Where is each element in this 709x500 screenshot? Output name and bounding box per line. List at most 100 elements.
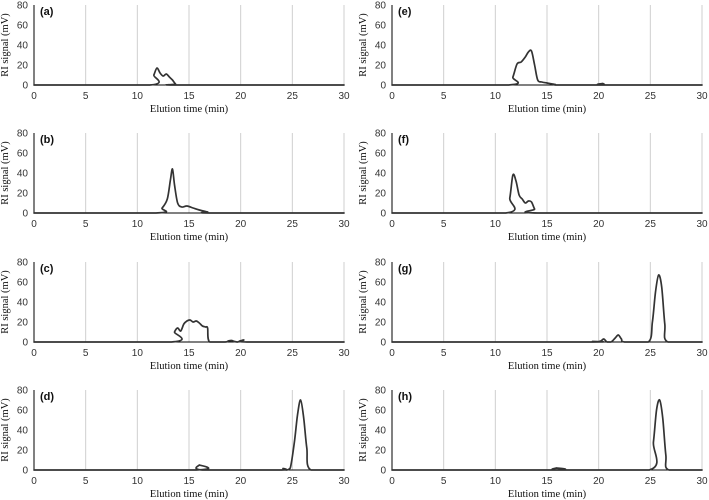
y-axis-title: RI signal (mV)	[0, 141, 11, 205]
x-tick-label: 30	[338, 91, 350, 102]
data-trace	[391, 173, 703, 214]
y-tick-label: 60	[17, 149, 29, 160]
x-tick-label: 30	[338, 348, 350, 359]
data-trace	[391, 274, 703, 343]
panel-label: (d)	[40, 391, 54, 403]
x-tick-label: 5	[83, 476, 89, 487]
y-tick-label: 0	[380, 466, 386, 477]
x-tick-label: 25	[645, 219, 657, 230]
x-tick-label: 5	[441, 348, 447, 359]
x-tick-label: 0	[31, 476, 37, 487]
x-tick-label: 30	[338, 219, 350, 230]
x-tick-label: 20	[235, 219, 247, 230]
data-trace	[33, 319, 345, 343]
x-tick-label: 15	[183, 476, 195, 487]
data-trace	[391, 49, 703, 86]
x-tick-label: 5	[441, 91, 447, 102]
x-tick-label: 25	[287, 219, 299, 230]
y-tick-label: 80	[375, 1, 387, 12]
x-tick-label: 20	[593, 219, 605, 230]
x-tick-label: 25	[645, 476, 657, 487]
panel-label: (a)	[40, 6, 54, 18]
x-tick-label: 25	[287, 476, 299, 487]
x-axis-title: Elution time (min)	[508, 104, 587, 115]
x-tick-label: 20	[593, 476, 605, 487]
y-tick-label: 0	[22, 81, 28, 92]
x-tick-label: 20	[593, 91, 605, 102]
x-axis-title: Elution time (min)	[150, 489, 229, 500]
y-tick-label: 20	[375, 318, 387, 329]
y-axis-title: RI signal (mV)	[0, 270, 11, 334]
y-tick-label: 80	[375, 258, 387, 269]
x-tick-label: 20	[235, 476, 247, 487]
x-tick-label: 10	[490, 219, 502, 230]
x-axis-title: Elution time (min)	[150, 232, 229, 243]
data-trace	[33, 399, 345, 471]
x-tick-label: 15	[541, 91, 553, 102]
x-tick-label: 30	[696, 91, 708, 102]
x-tick-label: 5	[83, 219, 89, 230]
x-tick-label: 5	[441, 219, 447, 230]
x-tick-label: 10	[132, 219, 144, 230]
y-tick-label: 0	[22, 209, 28, 220]
panel-label: (h)	[398, 391, 412, 403]
y-axis-title: RI signal (mV)	[358, 13, 369, 77]
data-trace	[33, 67, 345, 86]
panel-e: 0 20 40 60 80 0 5 10 15 20 25 30 Elution time (min) R…	[358, 1, 708, 116]
x-tick-label: 10	[132, 91, 144, 102]
y-tick-label: 0	[22, 338, 28, 349]
y-tick-label: 20	[375, 189, 387, 200]
panel-label: (c)	[40, 263, 54, 275]
x-tick-label: 25	[645, 91, 657, 102]
y-tick-label: 60	[17, 406, 29, 417]
panel-f: 0 20 40 60 80 0 5 10 15 20 25 30 Elution time (min) R…	[358, 129, 708, 244]
y-tick-label: 40	[375, 41, 387, 52]
y-tick-label: 20	[17, 189, 29, 200]
x-tick-label: 0	[389, 219, 395, 230]
y-axis-title: RI signal (mV)	[358, 141, 369, 205]
x-tick-label: 10	[132, 476, 144, 487]
y-tick-label: 20	[17, 61, 29, 72]
y-axis-title: RI signal (mV)	[0, 398, 11, 462]
x-axis-title: Elution time (min)	[508, 361, 587, 372]
y-tick-label: 60	[375, 149, 387, 160]
panel-label: (g)	[398, 263, 412, 275]
x-tick-label: 15	[183, 91, 195, 102]
x-tick-label: 15	[183, 219, 195, 230]
x-axis-title: Elution time (min)	[508, 489, 587, 500]
x-tick-label: 15	[541, 476, 553, 487]
y-tick-label: 80	[17, 1, 29, 12]
x-tick-label: 0	[389, 348, 395, 359]
y-tick-label: 40	[375, 169, 387, 180]
x-tick-label: 20	[235, 91, 247, 102]
x-tick-label: 5	[83, 91, 89, 102]
x-tick-label: 15	[183, 348, 195, 359]
data-trace	[33, 168, 345, 214]
y-tick-label: 20	[375, 61, 387, 72]
y-tick-label: 40	[17, 41, 29, 52]
x-tick-label: 5	[83, 348, 89, 359]
data-trace	[391, 398, 703, 471]
x-tick-label: 0	[31, 219, 37, 230]
panel-g: 0 20 40 60 80 0 5 10 15 20 25 30 Elution time (min) R…	[358, 258, 708, 373]
x-tick-label: 25	[287, 91, 299, 102]
y-tick-label: 60	[375, 406, 387, 417]
x-tick-label: 0	[389, 91, 395, 102]
x-tick-label: 10	[132, 348, 144, 359]
x-axis-title: Elution time (min)	[508, 232, 587, 243]
x-tick-label: 30	[696, 219, 708, 230]
x-tick-label: 0	[389, 476, 395, 487]
x-axis-title: Elution time (min)	[150, 361, 229, 372]
panel-label: (e)	[398, 6, 412, 18]
y-tick-label: 20	[17, 318, 29, 329]
y-tick-label: 40	[375, 426, 387, 437]
y-tick-label: 80	[17, 386, 29, 397]
x-tick-label: 25	[645, 348, 657, 359]
panel-label: (f)	[398, 134, 409, 146]
y-tick-label: 80	[375, 129, 387, 140]
panel-d: 0 20 40 60 80 0 5 10 15 20 25 30 Elution time (min) R…	[0, 386, 350, 500]
x-tick-label: 10	[490, 91, 502, 102]
y-tick-label: 80	[17, 129, 29, 140]
y-tick-label: 40	[17, 298, 29, 309]
